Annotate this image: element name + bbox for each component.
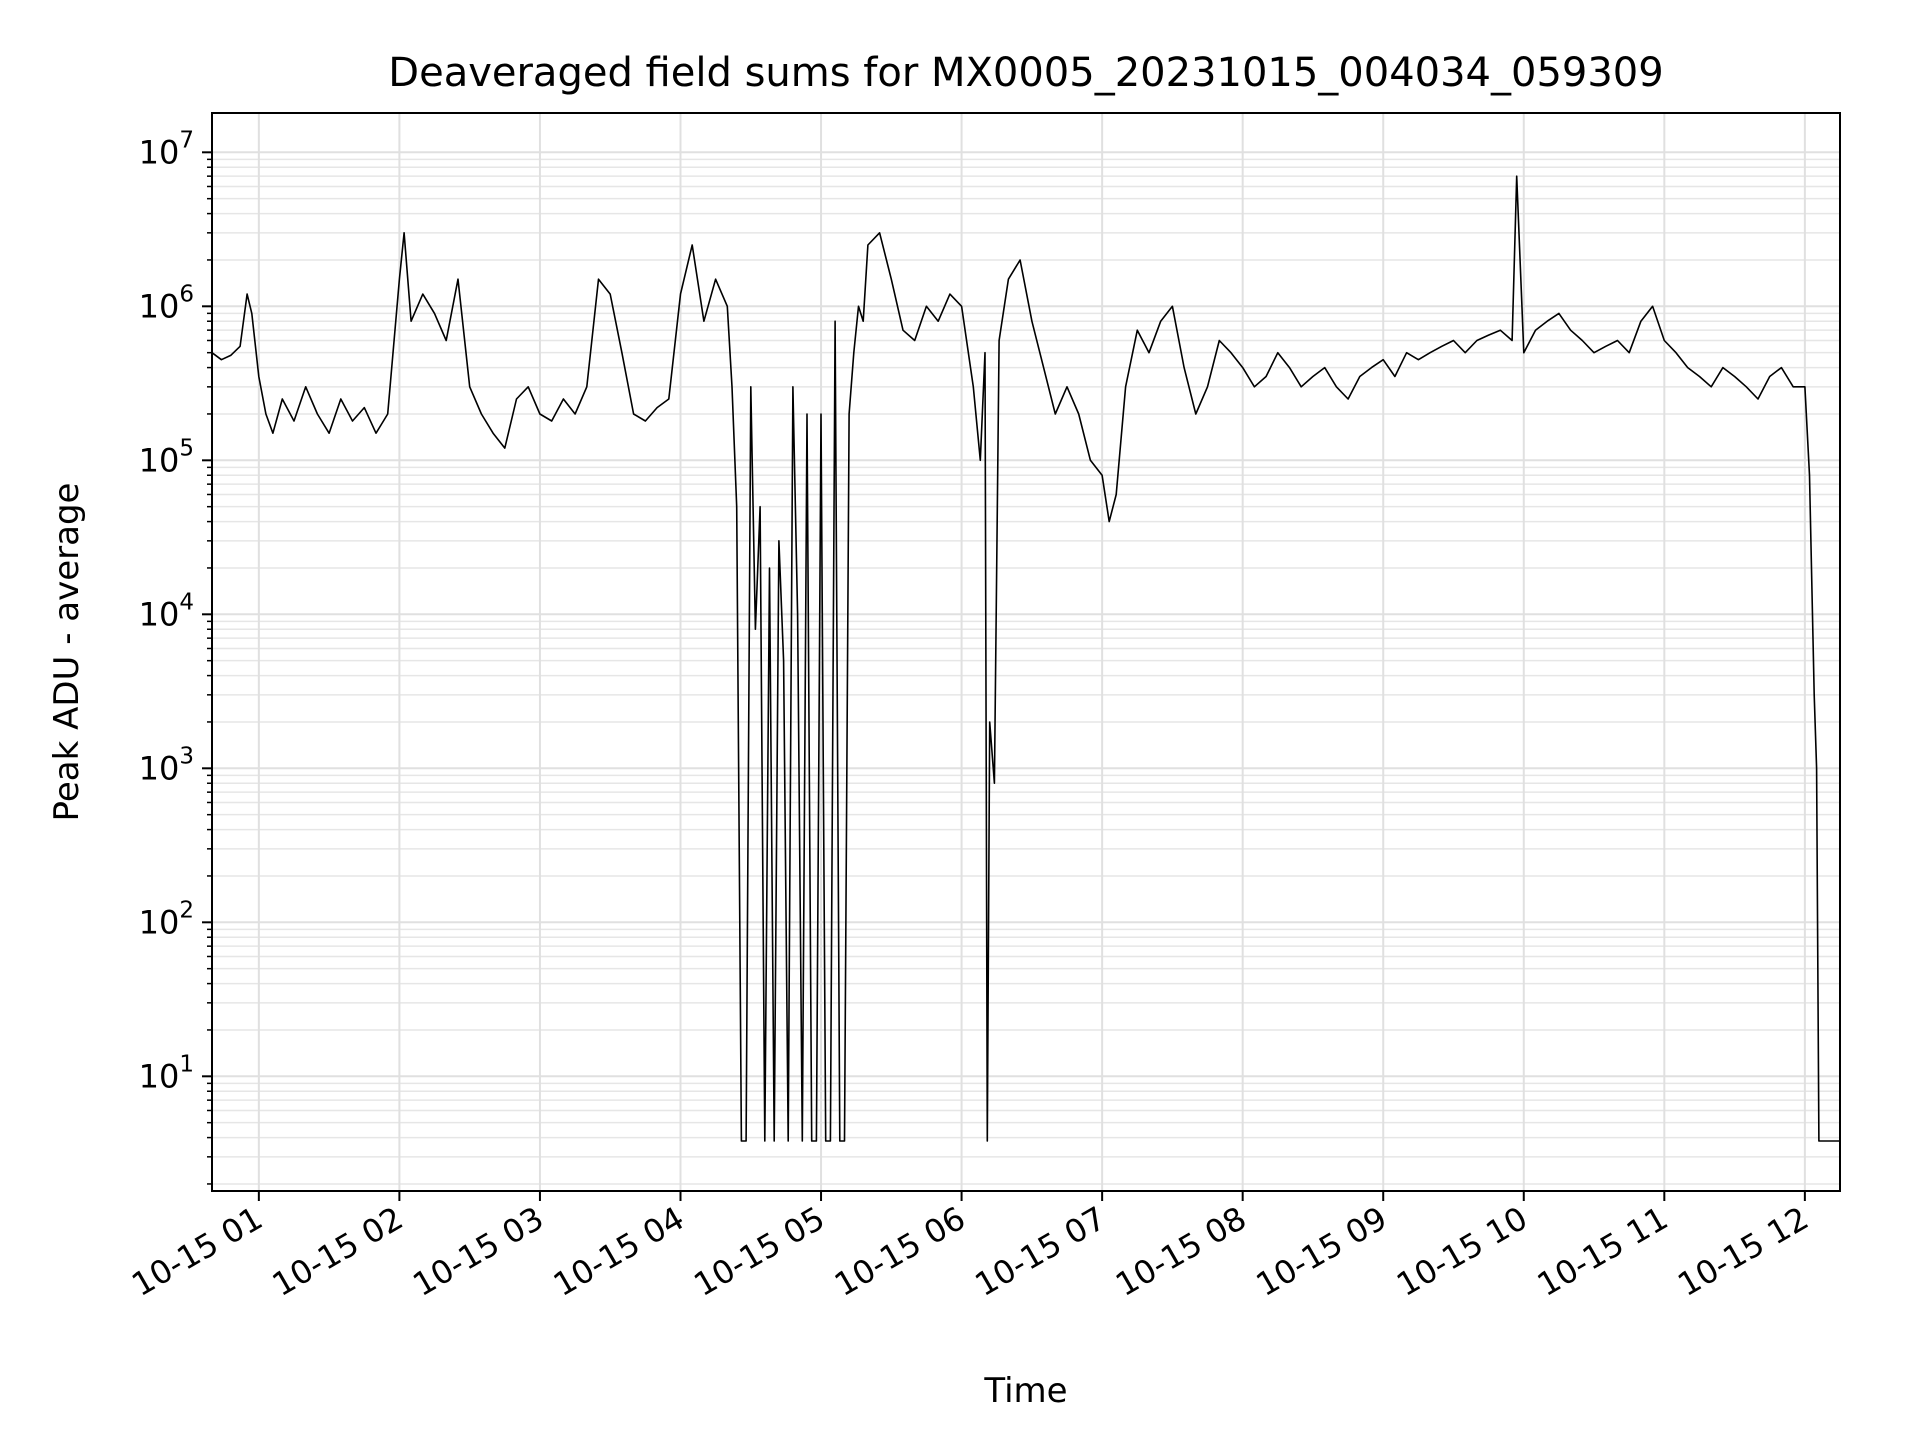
y-tick-exponent: 7 (179, 127, 194, 153)
x-tick-label: 10-15 02 (266, 1199, 410, 1304)
y-tick-base: 10 (139, 287, 180, 325)
x-tick-label: 10-15 05 (687, 1199, 831, 1304)
y-tick-exponent: 1 (179, 1051, 194, 1077)
y-tick-label: 102 (139, 897, 194, 941)
x-tick-label: 10-15 07 (969, 1199, 1113, 1304)
x-tick-label: 10-15 04 (547, 1199, 691, 1304)
y-tick-label: 105 (139, 435, 194, 479)
y-tick-base: 10 (139, 133, 180, 171)
series-layer (211, 175, 1840, 1142)
series-line (211, 175, 1840, 1142)
x-axis-label: Time (983, 1371, 1067, 1411)
y-tick-base: 10 (139, 749, 180, 787)
grid (212, 113, 1840, 1191)
y-tick-exponent: 5 (179, 435, 194, 461)
y-tick-label: 104 (139, 589, 194, 633)
x-tick-label: 10-15 12 (1671, 1199, 1815, 1304)
x-tick-label: 10-15 11 (1531, 1199, 1675, 1304)
x-tick-label: 10-15 09 (1250, 1199, 1394, 1304)
y-tick-base: 10 (139, 441, 180, 479)
y-tick-base: 10 (139, 1057, 180, 1095)
y-tick-label: 103 (139, 743, 194, 787)
y-tick-label: 106 (139, 281, 194, 325)
y-tick-label: 107 (139, 127, 194, 171)
y-axis-label: Peak ADU - average (47, 483, 87, 822)
x-tick-label: 10-15 08 (1109, 1199, 1253, 1304)
x-tick-label: 10-15 10 (1390, 1199, 1534, 1304)
y-tick-exponent: 3 (179, 743, 194, 769)
chart-title: Deaveraged field sums for MX0005_2023101… (388, 50, 1663, 96)
plot-frame (211, 112, 1841, 1192)
y-tick-exponent: 4 (179, 589, 194, 615)
x-tick-label: 10-15 01 (125, 1199, 269, 1304)
y-tick-exponent: 2 (179, 897, 194, 923)
y-tick-base: 10 (139, 595, 180, 633)
y-tick-base: 10 (139, 903, 180, 941)
y-tick-label: 101 (139, 1051, 194, 1095)
x-tick-label: 10-15 03 (406, 1199, 550, 1304)
y-tick-exponent: 6 (179, 281, 194, 307)
x-tick-label: 10-15 06 (828, 1199, 972, 1304)
